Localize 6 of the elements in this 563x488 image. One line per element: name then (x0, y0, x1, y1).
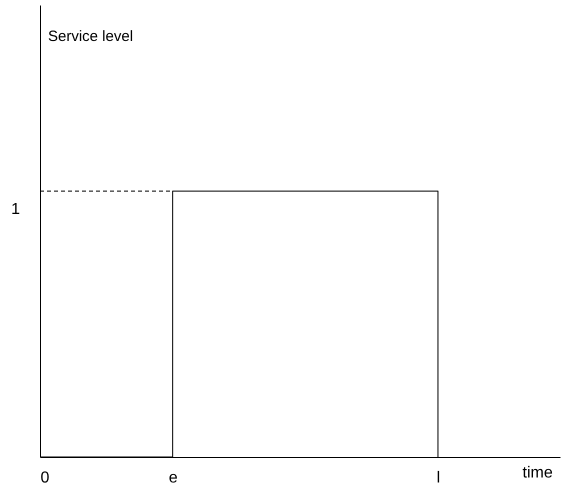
x-axis-title: time (522, 464, 553, 482)
x-tick-label: l (436, 470, 440, 486)
text: Service level (48, 28, 134, 45)
x-tick-label: 0 (40, 470, 50, 486)
x-tick-label: e (168, 470, 178, 486)
ref-line-label: 1 (11, 201, 20, 218)
